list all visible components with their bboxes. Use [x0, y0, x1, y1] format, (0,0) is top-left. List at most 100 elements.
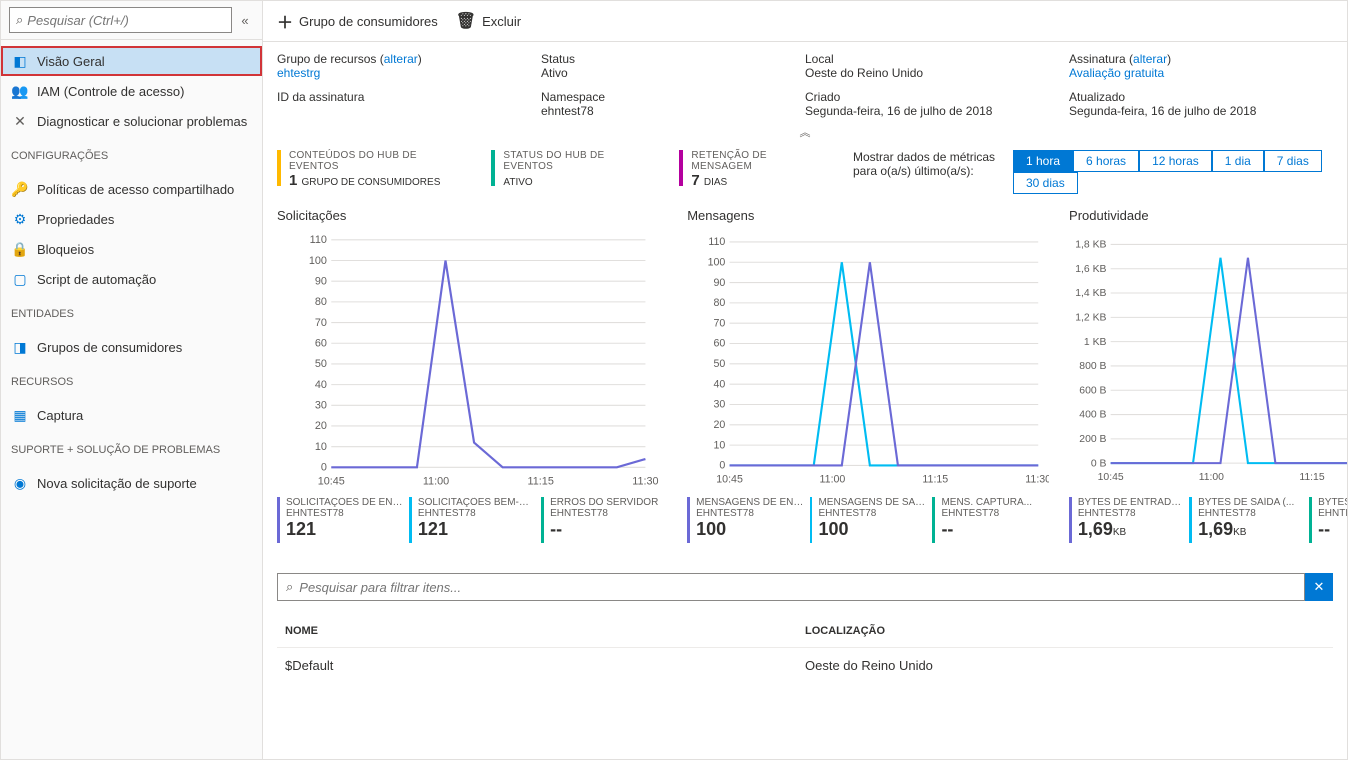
svg-text:1,2 KB: 1,2 KB — [1075, 312, 1106, 323]
svg-text:11:15: 11:15 — [1299, 472, 1324, 483]
chart-metric: MENSAGENS DE ENT... EHNTEST78 100 — [687, 497, 804, 543]
sidebar-search-input[interactable] — [27, 13, 225, 28]
consumer-groups-table: NOME LOCALIZAÇÃO $DefaultOeste do Reino … — [277, 615, 1333, 683]
search-icon: ⌕ — [16, 12, 23, 28]
filter-box[interactable]: ⌕ — [277, 573, 1305, 601]
sidebar-item[interactable]: ◉Nova solicitação de suporte — [1, 468, 262, 498]
svg-text:11:15: 11:15 — [923, 473, 949, 485]
chart-metric: BYTES DE SAÍDA (... EHNTEST78 1,69KB — [1189, 497, 1303, 543]
sidebar-search[interactable]: ⌕ — [9, 7, 232, 33]
chart-column: Mensagens 110100908070605040302010010:45… — [687, 208, 1049, 543]
sidebar-item[interactable]: ◨Grupos de consumidores — [1, 332, 262, 362]
stat-block: CONTEÚDOS DO HUB DE EVENTOS 1 GRUPO DE C… — [277, 150, 467, 189]
table-header-location[interactable]: LOCALIZAÇÃO — [805, 625, 1325, 637]
chart-title: Solicitações — [277, 208, 667, 223]
svg-text:40: 40 — [714, 378, 726, 390]
add-consumer-group-button[interactable]: ＋ Grupo de consumidores — [277, 9, 438, 33]
metric-value: -- — [550, 519, 658, 540]
resource-group-link[interactable]: ehtestrg — [277, 66, 541, 80]
nav-icon: ▢ — [11, 271, 29, 287]
nav-label: Script de automação — [37, 272, 156, 287]
metric-sublabel: EHNTEST78 — [1198, 508, 1294, 519]
time-range-pill[interactable]: 7 dias — [1264, 150, 1322, 172]
svg-text:11:00: 11:00 — [423, 476, 449, 488]
time-range-pill[interactable]: 1 dia — [1212, 150, 1264, 172]
subscription-link[interactable]: Avaliação gratuita — [1069, 66, 1333, 80]
change-resource-group-link[interactable]: alterar — [384, 52, 418, 66]
metric-value: 121 — [418, 519, 535, 540]
nav-icon: ▦ — [11, 407, 29, 423]
sidebar-item[interactable]: 🔑Políticas de acesso compartilhado — [1, 174, 262, 204]
svg-text:20: 20 — [315, 420, 327, 432]
metric-label: BYTES CAPTURADOS — [1318, 497, 1347, 508]
metric-label: SOLICITAÇÕES BEM-SU... — [418, 497, 535, 508]
metric-sublabel: EHNTEST78 — [1318, 508, 1347, 519]
svg-text:100: 100 — [309, 255, 327, 267]
svg-text:50: 50 — [315, 358, 327, 370]
time-range-pill[interactable]: 12 horas — [1139, 150, 1212, 172]
filter-clear-button[interactable]: ✕ — [1305, 573, 1333, 601]
plus-icon: ＋ — [277, 9, 293, 33]
sidebar-item[interactable]: ▦Captura — [1, 400, 262, 430]
change-subscription-link[interactable]: alterar — [1133, 52, 1167, 66]
svg-text:600 B: 600 B — [1079, 385, 1106, 396]
nav-icon: 👥 — [11, 83, 29, 99]
svg-text:0: 0 — [720, 460, 726, 472]
sidebar-item[interactable]: ✕Diagnosticar e solucionar problemas — [1, 106, 262, 136]
svg-text:11:30: 11:30 — [1025, 473, 1049, 485]
svg-text:60: 60 — [315, 337, 327, 349]
time-range-pill[interactable]: 6 horas — [1073, 150, 1139, 172]
time-filter-label: Mostrar dados de métricas para o(a/s) úl… — [853, 150, 1003, 178]
svg-text:110: 110 — [310, 234, 327, 246]
chart-area[interactable]: 110100908070605040302010010:4511:0011:15… — [687, 229, 1049, 489]
chart-metric: MENSAGENS DE SAÍDA... EHNTEST78 100 — [810, 497, 927, 543]
metric-label: MENS. CAPTURA... — [941, 497, 1032, 508]
nav-label: Bloqueios — [37, 242, 94, 257]
stats-row: CONTEÚDOS DO HUB DE EVENTOS 1 GRUPO DE C… — [277, 150, 1333, 194]
sidebar-item[interactable]: ◧Visão Geral — [1, 46, 262, 76]
filter-input[interactable] — [299, 580, 1296, 595]
svg-text:11:00: 11:00 — [1199, 472, 1224, 483]
nav-label: Grupos de consumidores — [37, 340, 182, 355]
chart-metric: BYTES CAPTURADOS EHNTEST78 -- — [1309, 497, 1347, 543]
sidebar-item[interactable]: ▢ Script de automação — [1, 264, 262, 294]
stat-color-bar — [679, 150, 683, 186]
metric-sublabel: EHNTEST78 — [696, 508, 804, 519]
time-range-pill[interactable]: 1 hora — [1013, 150, 1073, 172]
sidebar-item[interactable]: 👥IAM (Controle de acesso) — [1, 76, 262, 106]
metric-color-bar — [409, 497, 412, 543]
svg-text:400 B: 400 B — [1079, 410, 1106, 421]
metric-color-bar — [687, 497, 690, 543]
chart-column: Solicitações 110100908070605040302010010… — [277, 208, 667, 543]
nav-icon: ◧ — [11, 53, 29, 69]
svg-text:30: 30 — [714, 399, 726, 411]
sidebar-collapse-button[interactable]: « — [236, 13, 254, 28]
time-range-pill[interactable]: 30 dias — [1013, 172, 1078, 194]
toolbar: ＋ Grupo de consumidores 🗑 Excluir — [263, 1, 1347, 42]
chart-area[interactable]: 1,8 KB1,6 KB1,4 KB1,2 KB1 KB800 B600 B40… — [1069, 229, 1347, 489]
metric-label: BYTES DE SAÍDA (... — [1198, 497, 1294, 508]
nav-icon: ◉ — [11, 475, 29, 491]
sidebar-item[interactable]: ⚙Propriedades — [1, 204, 262, 234]
metric-sublabel: EHNTEST78 — [286, 508, 403, 519]
chart-area[interactable]: 110100908070605040302010010:4511:0011:15… — [277, 229, 667, 489]
svg-text:11:15: 11:15 — [528, 476, 554, 488]
metric-value: 1,69KB — [1198, 519, 1294, 540]
sidebar-item[interactable]: 🔒Bloqueios — [1, 234, 262, 264]
metric-sublabel: EHNTEST78 — [818, 508, 926, 519]
chart-metric: ERROS DO SERVIDOR EHNTEST78 -- — [541, 497, 667, 543]
delete-button[interactable]: 🗑 Excluir — [456, 11, 521, 31]
svg-text:50: 50 — [714, 358, 726, 370]
metric-value: 1,69KB — [1078, 519, 1183, 540]
table-header-name[interactable]: NOME — [285, 625, 805, 637]
stat-color-bar — [277, 150, 281, 186]
search-icon: ⌕ — [286, 579, 293, 595]
svg-text:10:45: 10:45 — [318, 476, 345, 488]
metric-color-bar — [1189, 497, 1192, 543]
metric-color-bar — [541, 497, 544, 543]
trash-icon: 🗑 — [456, 11, 476, 31]
essentials-collapse-button[interactable]: ︽ — [263, 124, 1347, 140]
metric-sublabel: EHNTEST78 — [1078, 508, 1183, 519]
svg-text:0 B: 0 B — [1091, 458, 1107, 469]
table-row[interactable]: $DefaultOeste do Reino Unido — [277, 647, 1333, 683]
